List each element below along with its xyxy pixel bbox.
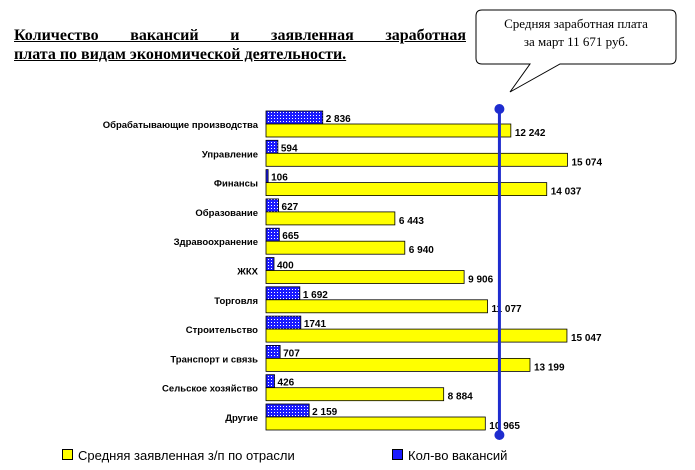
vacancy-value-label: 400	[277, 261, 294, 272]
legend-wage: Средняя заявленная з/п по отрасли	[62, 448, 295, 463]
wage-bar	[265, 152, 568, 167]
vacancy-bar	[265, 227, 280, 242]
wage-value-label: 12 242	[515, 128, 546, 139]
category-label: Торговля	[214, 296, 258, 307]
wage-bar	[265, 387, 445, 402]
vacancy-bar	[265, 344, 281, 359]
average-line-bottom-marker	[494, 430, 505, 440]
page-title: Количество вакансий и заявленная заработ…	[14, 26, 466, 64]
vacancy-value-label: 665	[282, 231, 299, 242]
callout-line-2: за март 11 671 руб.	[523, 34, 629, 49]
wage-bar	[265, 240, 406, 255]
callout-shape	[475, 9, 677, 93]
title-line-1: Количество вакансий и заявленная заработ…	[14, 27, 466, 44]
vacancy-value-label: 707	[283, 348, 300, 359]
wage-value-label: 13 199	[534, 362, 565, 373]
vacancy-bar	[265, 315, 302, 330]
vacancy-bar	[265, 403, 310, 418]
category-label: Здравоохранение	[174, 237, 258, 248]
wage-value-label: 10 965	[489, 421, 520, 432]
callout-text: Средняя заработная плата за март 11 671 …	[482, 15, 670, 51]
wage-value-label: 6 443	[399, 216, 424, 227]
wage-bar	[265, 211, 396, 226]
category-label: ЖКХ	[236, 267, 258, 278]
vacancy-bar	[265, 286, 301, 301]
category-label: Финансы	[214, 179, 258, 190]
legend-wage-label: Средняя заявленная з/п по отрасли	[78, 448, 295, 463]
vacancy-value-label: 2 159	[312, 407, 337, 418]
wage-value-label: 11 077	[492, 304, 522, 315]
vacancy-bar	[265, 257, 275, 271]
category-label: Транспорт и связь	[170, 354, 258, 365]
vacancy-value-label: 106	[271, 173, 288, 184]
title-line-2: плата по видам экономической деятельност…	[14, 46, 347, 63]
legend-vacancy-swatch	[392, 449, 403, 460]
wage-value-label: 9 906	[468, 275, 493, 286]
wage-value-label: 15 047	[571, 333, 602, 344]
category-label: Образование	[195, 208, 258, 219]
vacancy-bar	[265, 198, 279, 213]
callout-line-1: Средняя заработная плата	[504, 16, 648, 31]
vacancy-value-label: 2 836	[326, 114, 351, 125]
wage-value-label: 15 074	[571, 157, 602, 168]
wage-value-label: 6 940	[409, 245, 434, 256]
vacancy-value-label: 594	[281, 143, 298, 154]
wage-bar	[265, 328, 568, 343]
vacancy-value-label: 627	[282, 202, 299, 213]
vacancy-bar	[265, 169, 269, 184]
wage-bar	[265, 357, 531, 372]
vacancy-bar	[265, 374, 275, 389]
legend-wage-swatch	[62, 449, 73, 460]
wage-bar	[265, 299, 488, 314]
category-label: Обрабатывающие производства	[103, 120, 259, 131]
vacancy-bar	[265, 139, 279, 154]
wage-bar	[265, 182, 548, 197]
category-label: Другие	[225, 413, 258, 424]
wage-bar	[265, 123, 512, 138]
vacancy-value-label: 426	[278, 378, 295, 389]
category-label: Управление	[202, 149, 258, 160]
vacancy-value-label: 1741	[304, 319, 327, 330]
legend-vacancy: Кол-во вакансий	[392, 448, 507, 463]
vacancy-value-label: 1 692	[303, 290, 328, 301]
category-label: Сельское хозяйство	[162, 384, 258, 395]
vacancy-bar	[265, 110, 324, 125]
legend-vacancy-label: Кол-во вакансий	[408, 448, 508, 463]
wage-bar	[265, 416, 486, 431]
average-line-top-marker	[494, 104, 505, 114]
wage-value-label: 14 037	[551, 187, 582, 198]
wage-value-label: 8 884	[448, 392, 473, 403]
category-label: Строительство	[186, 325, 258, 336]
wage-bar	[265, 270, 465, 284]
